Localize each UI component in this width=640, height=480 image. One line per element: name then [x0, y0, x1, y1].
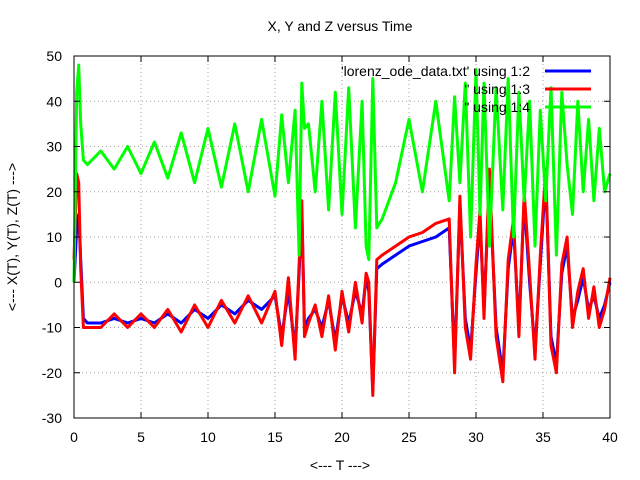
y-tick-label: 50 [46, 48, 62, 64]
series-line-2 [72, 167, 612, 397]
y-axis-label: <--- X(T), Y(T), Z(T) ---> [4, 163, 20, 311]
x-axis-label: <--- T ---> [310, 457, 370, 473]
chart-title: X, Y and Z versus Time [268, 18, 413, 34]
legend: 'lorenz_ode_data.txt' using 1:2 " using 1… [341, 63, 591, 115]
y-tick-label: 0 [54, 274, 62, 290]
legend-label-2: " using 1:3 [464, 81, 530, 97]
x-tick-label: 10 [200, 429, 216, 445]
legend-label-3: " using 1:4 [464, 99, 530, 115]
series-group [72, 63, 612, 397]
y-tick-label: 20 [46, 184, 62, 200]
ticks: 0 5 10 15 20 25 30 35 40 -30 -20 -10 0 10 20 30 40 50 [42, 48, 618, 445]
x-tick-label: 0 [70, 429, 78, 445]
x-tick-label: 5 [137, 429, 145, 445]
y-tick-label: 30 [46, 139, 62, 155]
y-tick-label: 40 [46, 93, 62, 109]
legend-label-1: 'lorenz_ode_data.txt' using 1:2 [341, 63, 530, 79]
x-tick-label: 35 [535, 429, 551, 445]
y-tick-label: -30 [42, 410, 62, 426]
x-tick-label: 25 [401, 429, 417, 445]
x-tick-label: 30 [468, 429, 484, 445]
x-tick-label: 40 [602, 429, 618, 445]
x-tick-label: 20 [334, 429, 350, 445]
series-line-3 [72, 63, 612, 283]
x-tick-label: 15 [267, 429, 283, 445]
y-tick-label: 10 [46, 229, 62, 245]
y-tick-label: -10 [42, 320, 62, 336]
y-tick-label: -20 [42, 365, 62, 381]
